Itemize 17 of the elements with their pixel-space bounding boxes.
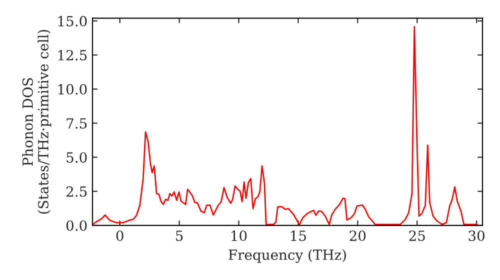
y-tick-label: 5.0 xyxy=(66,152,87,163)
x-axis-title: Frequency (THz) xyxy=(228,249,346,263)
x-tick-label: 30 xyxy=(468,230,484,242)
y-tick-label: 7.5 xyxy=(66,118,87,129)
y-tick-label: 10.0 xyxy=(58,84,87,95)
y-tick-label: 12.5 xyxy=(58,50,87,60)
y-axis-title: Phonon DOS (States/THz·primitive cell) xyxy=(22,30,52,214)
x-tick-label: 0 xyxy=(116,230,124,242)
y-tick-label: 0.0 xyxy=(66,220,87,231)
x-tick-label: 5 xyxy=(176,230,183,242)
y-tick-label: 2.5 xyxy=(66,186,87,197)
line-series xyxy=(92,26,478,226)
x-tick-label: 15 xyxy=(291,230,306,242)
x-tick-label: 25 xyxy=(409,230,425,242)
x-tick-label: 10 xyxy=(232,230,247,242)
y-tick-label: 15.0 xyxy=(58,16,87,26)
x-tick-label: 20 xyxy=(350,230,366,242)
